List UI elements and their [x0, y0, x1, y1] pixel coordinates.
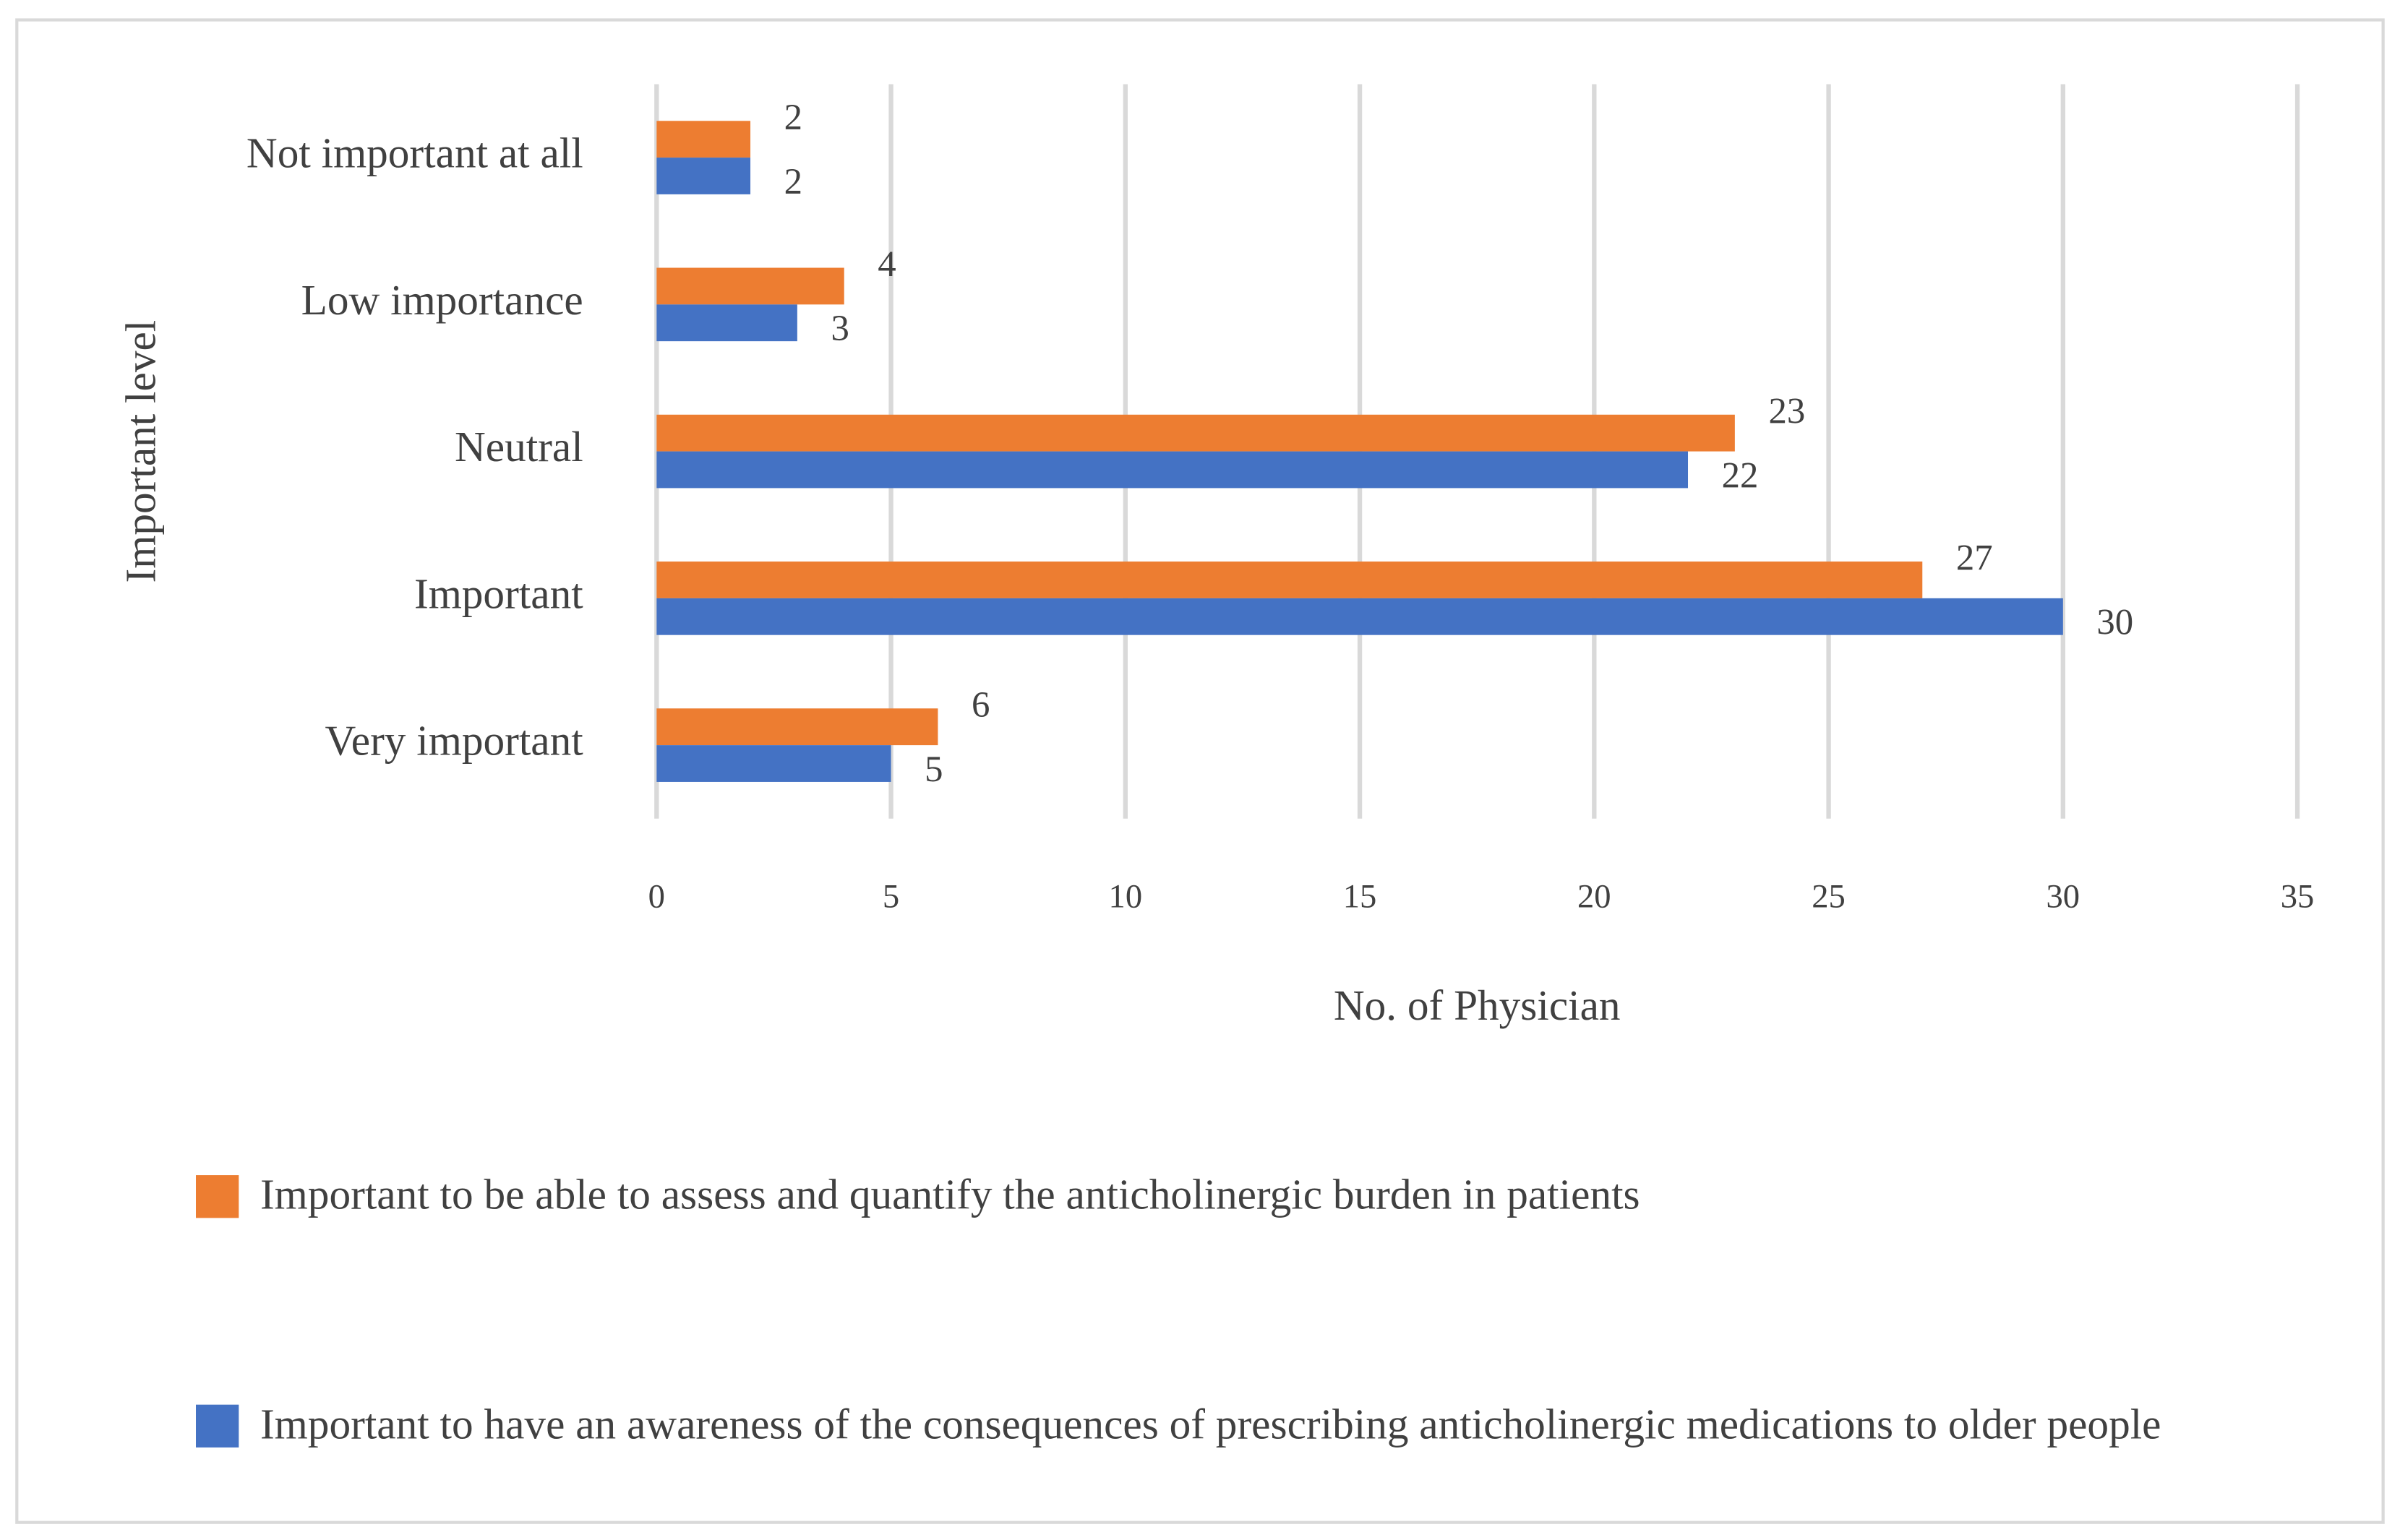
x-tick-label: 0 [648, 878, 665, 916]
x-axis-title: No. of Physician [1334, 981, 1621, 1029]
value-label: 5 [925, 749, 943, 789]
y-tick-label: Low importance [301, 276, 583, 324]
legend-swatch [196, 1404, 239, 1447]
value-label: 2 [784, 97, 802, 137]
value-label: 22 [1722, 455, 1759, 495]
value-label: 27 [1956, 538, 1993, 578]
bar [656, 267, 844, 305]
bar [656, 562, 1923, 598]
value-label: 23 [1768, 390, 1805, 431]
frame: Important to be able to assess and quant… [15, 18, 2385, 1524]
x-tick-label: 5 [883, 878, 899, 916]
y-tick-label: Important [414, 569, 583, 617]
y-axis-title: Important level [117, 320, 165, 583]
y-tick-label: Neutral [455, 423, 583, 470]
x-tick-label: 30 [2047, 878, 2080, 916]
x-tick-label: 20 [1577, 878, 1611, 916]
bar [656, 451, 1689, 489]
legend-swatch [196, 1175, 239, 1218]
bar [656, 414, 1735, 452]
x-tick-label: 15 [1343, 878, 1377, 916]
legend-label: Important to be able to assess and quant… [260, 1171, 1640, 1220]
legend-label: Important to have an awareness of the co… [260, 1401, 2161, 1450]
x-tick-label: 25 [1812, 878, 1846, 916]
value-label: 30 [2096, 602, 2133, 642]
y-tick-label: Not important at all [247, 129, 583, 177]
value-label: 6 [972, 684, 990, 725]
x-tick-label: 35 [2281, 878, 2315, 916]
bar [656, 304, 797, 342]
bar [656, 121, 751, 158]
value-label: 4 [878, 244, 896, 284]
x-tick-label: 10 [1109, 878, 1143, 916]
bar [656, 598, 2063, 635]
bar [656, 745, 891, 782]
y-tick-label: Very important [325, 717, 584, 765]
bar [656, 158, 751, 194]
bar [656, 708, 938, 746]
value-label: 3 [831, 308, 849, 348]
value-label: 2 [784, 161, 802, 202]
